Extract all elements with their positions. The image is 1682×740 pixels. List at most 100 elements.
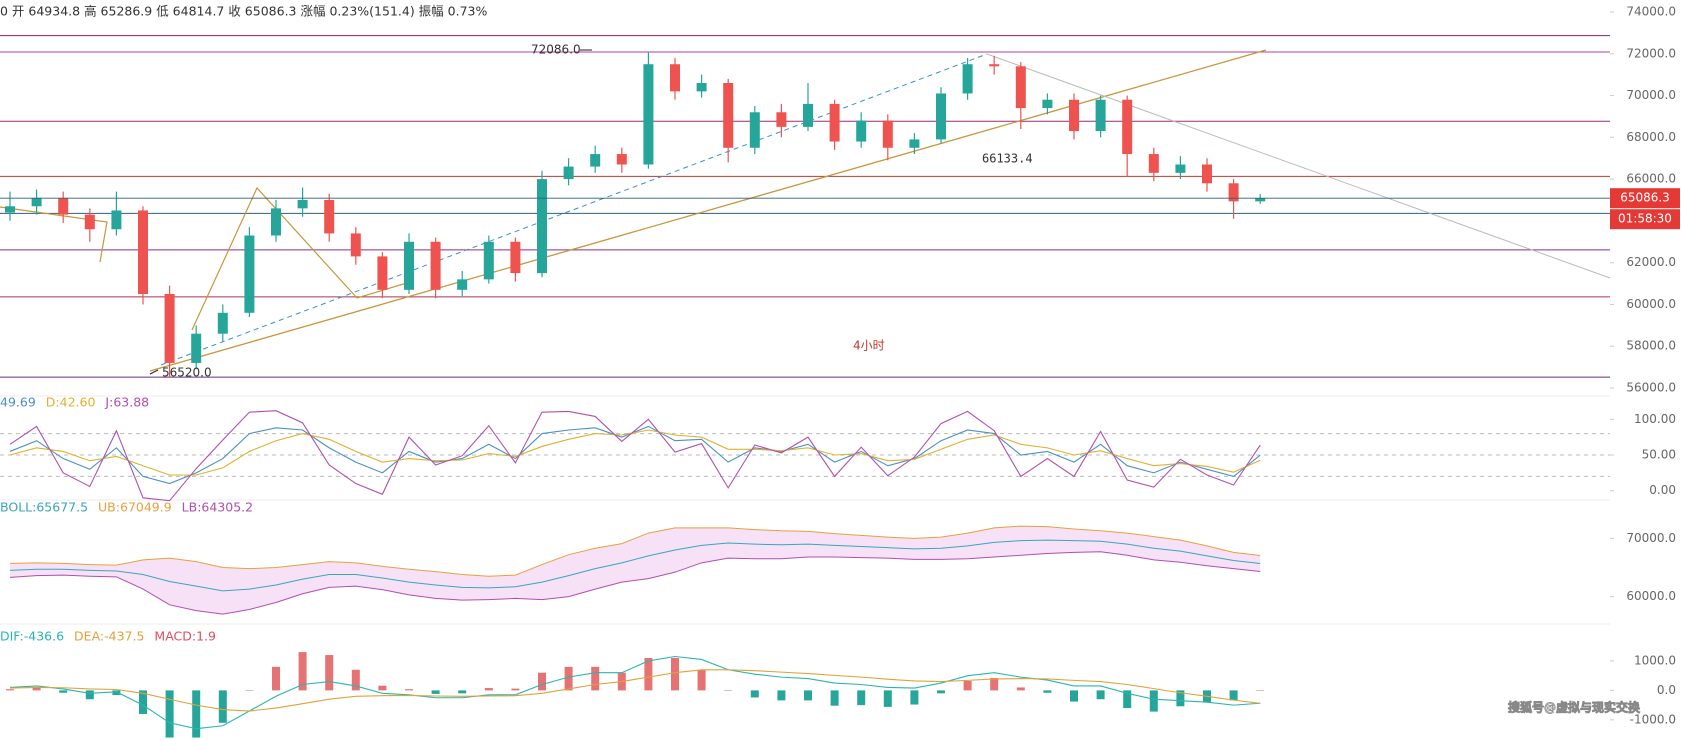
histogram-bar <box>857 690 866 706</box>
candle-body <box>537 179 547 274</box>
histogram-bar <box>963 680 972 691</box>
candle-body <box>244 235 255 313</box>
histogram-bar <box>1096 690 1105 700</box>
band-line <box>9 525 1261 577</box>
band-line <box>9 539 1261 592</box>
indicator-line <box>9 429 1261 476</box>
legend-entry: 49.69 <box>0 395 36 410</box>
timeframe-label: 4小时 <box>853 339 885 353</box>
candle-body <box>590 154 601 167</box>
histogram-bar <box>511 688 520 691</box>
histogram-bar <box>644 657 653 691</box>
legend-entry: DEA:-437.5 <box>74 629 144 644</box>
histogram-bar <box>458 690 467 694</box>
candle-body <box>1255 198 1266 202</box>
histogram-bar <box>484 688 493 691</box>
trend-line <box>986 53 1611 279</box>
histogram-bar <box>139 690 147 714</box>
ohlc-header: 0 开 64934.8 高 65286.9 低 64814.7 收 65086.… <box>0 4 487 19</box>
candle-body <box>510 241 521 274</box>
histogram-bar <box>6 689 14 691</box>
candle-body <box>31 197 42 207</box>
y-tick-label: 0.00 <box>1649 483 1676 497</box>
y-tick-label: 74000.0 <box>1626 5 1676 19</box>
candle-body <box>1095 99 1106 132</box>
candle-body <box>377 256 388 290</box>
y-tick-label: 62000.0 <box>1626 255 1676 269</box>
band-line <box>9 551 1261 615</box>
annotation-arrow <box>149 369 159 375</box>
histogram-bar <box>1016 687 1025 691</box>
histogram-bar <box>591 666 600 691</box>
indicator-line <box>9 410 1261 502</box>
histogram-bar <box>777 690 786 701</box>
histogram-bar <box>1176 690 1185 707</box>
candle-body <box>1148 154 1159 173</box>
histogram-bar <box>1256 690 1265 691</box>
y-tick-label: 58000.0 <box>1626 339 1676 353</box>
histogram-bar <box>1043 690 1052 693</box>
y-tick-label: 60000.0 <box>1626 297 1676 311</box>
plot-area: 56000.058000.060000.062000.064000.066000… <box>0 5 1680 738</box>
countdown: 01:58:30 <box>1618 212 1672 226</box>
candle-body <box>58 197 69 215</box>
candle-body <box>670 64 680 92</box>
candle-body <box>84 214 95 230</box>
indicator-line <box>9 425 1261 485</box>
histogram-bar <box>937 690 945 694</box>
candle-body <box>1228 183 1239 202</box>
legend-entry: D:42.60 <box>46 395 96 410</box>
countdown-box <box>1610 209 1680 230</box>
y-tick-label: 56000.0 <box>1626 381 1676 395</box>
legend-entry: LB:64305.2 <box>182 500 253 515</box>
y-tick-label: 70000.0 <box>1626 88 1676 102</box>
levels <box>0 35 1610 378</box>
histogram-bar <box>1229 690 1238 701</box>
candle-body <box>962 64 973 94</box>
y-tick-label: 66000.0 <box>1626 172 1676 186</box>
trend-line <box>149 49 1267 372</box>
histogram-bar <box>112 690 121 696</box>
candle-body <box>696 83 707 92</box>
trend-line <box>160 53 988 366</box>
indicator-line <box>9 669 1261 712</box>
y-tick-label: 50.00 <box>1642 448 1676 462</box>
candle-body <box>909 139 920 148</box>
indicator-line <box>9 655 1261 730</box>
candle-body <box>271 208 281 236</box>
candle-body <box>1069 99 1079 132</box>
histogram-bar <box>218 690 227 723</box>
candle-body <box>803 103 813 127</box>
histogram-bar <box>298 652 307 691</box>
candle-body <box>430 241 441 290</box>
legend-entry: MACD:1.9 <box>154 629 216 644</box>
candle-body <box>1175 164 1186 173</box>
candle-body <box>1122 99 1133 155</box>
candle-body <box>191 333 202 363</box>
histogram-bar <box>750 690 759 698</box>
candle-body <box>164 294 175 363</box>
y-tick-label: 60000.0 <box>1626 589 1676 603</box>
candle-body <box>989 64 1000 67</box>
histogram-bar <box>32 687 41 691</box>
annotation: 56520.0 <box>162 366 212 380</box>
trend-line <box>191 186 411 331</box>
candle-body <box>483 241 494 280</box>
watermark: 搜狐号@虚拟与现实交换 <box>1508 700 1641 715</box>
candle-body <box>1015 66 1026 109</box>
histogram-bar <box>1123 690 1132 709</box>
histogram-bar <box>990 678 999 691</box>
histogram-bar <box>1070 690 1078 702</box>
y-tick-label: -1000.0 <box>1630 712 1676 726</box>
histogram-bar <box>804 690 812 701</box>
histogram-bar <box>351 669 360 691</box>
candle-body <box>776 112 787 127</box>
histogram-bar <box>830 690 839 706</box>
histogram-bar <box>245 690 254 691</box>
candle-body <box>616 154 627 165</box>
y-tick-label: 0.0 <box>1657 683 1676 697</box>
histogram-bar <box>564 666 573 691</box>
histogram-bar <box>378 685 387 691</box>
candle-body <box>350 233 361 257</box>
